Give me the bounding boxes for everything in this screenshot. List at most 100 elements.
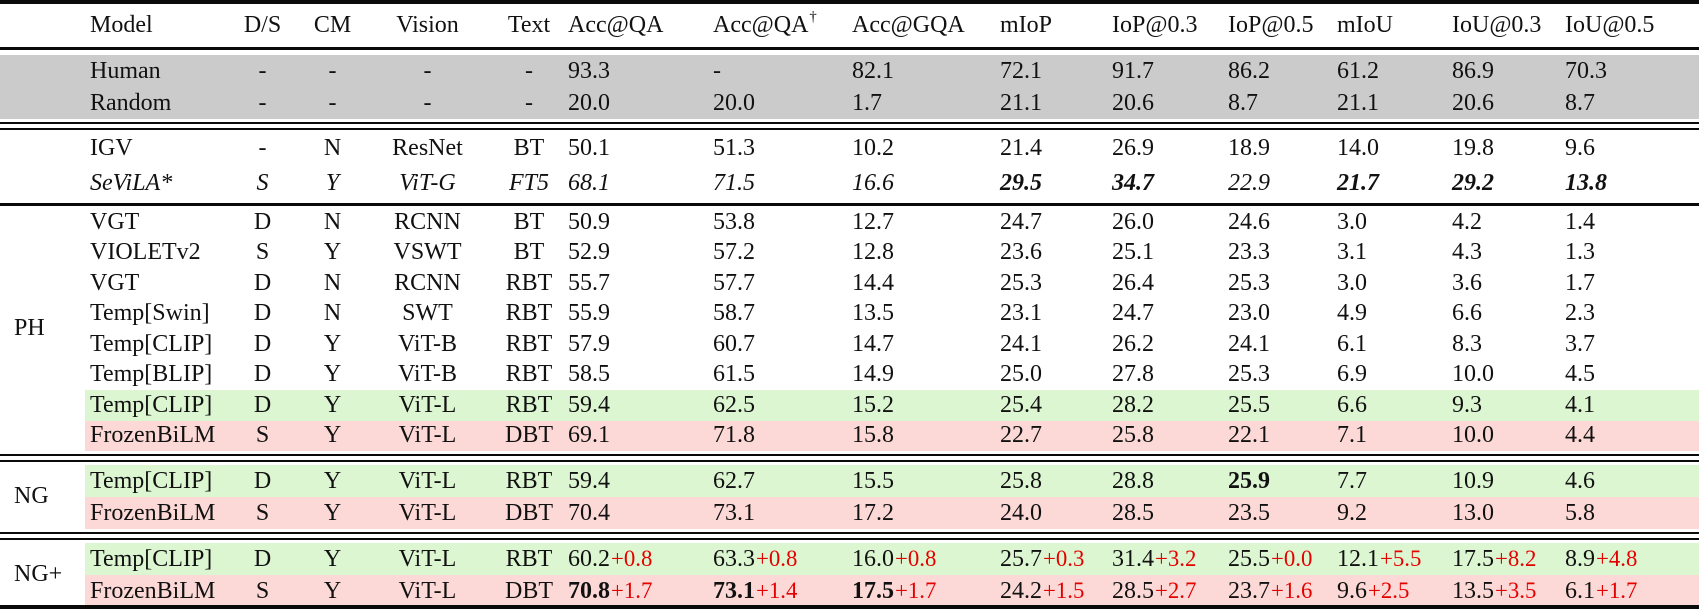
table-cell: 24.0: [1000, 497, 1112, 529]
delta-value: +2.5: [1368, 578, 1410, 603]
delta-value: +1.7: [1596, 578, 1638, 603]
table-cell: ViT-L: [365, 420, 490, 451]
table-cell: RBT: [505, 361, 553, 388]
table-cell: -: [423, 57, 432, 84]
table-cell: 24.1: [1000, 330, 1042, 357]
table-cell: D: [225, 390, 300, 421]
group-column-spacer: [0, 420, 85, 451]
table-cell: 62.5: [713, 390, 852, 421]
table-cell: Temp[CLIP]: [85, 465, 225, 497]
table-row: IGV - N ResNet BT 50.1 51.3 10.2 21.4 26.9 18.9 14.…: [0, 131, 1699, 166]
horizontal-double-rule: [0, 532, 1699, 540]
table-cell: 58.7: [713, 300, 755, 327]
delta-value: +1.7: [895, 578, 937, 603]
table-row: Random - - - - 20.0 20.0 1.7 21.1 20.6 8.7 21.1 20.6…: [0, 87, 1699, 119]
table-cell: 15.2: [852, 390, 1000, 421]
table-row: Temp[Swin] D N SWT RBT 55.9 58.7 13.5 23.1 24.7 23…: [0, 299, 1699, 330]
table-cell: 13.5: [852, 300, 894, 327]
delta-value: +5.5: [1380, 546, 1422, 571]
table-cell: RBT: [490, 390, 568, 421]
table-cell: D: [225, 465, 300, 497]
table-cell: 12.1 +5.5: [1337, 543, 1452, 575]
table-cell: Y: [323, 361, 342, 388]
table-cell: 12.7: [852, 208, 894, 235]
table-cell: 26.9: [1112, 135, 1154, 161]
table-cell: 9.6 +2.5: [1337, 575, 1452, 605]
table-cell: 20.6: [1452, 89, 1494, 116]
table-cell: ViT-L: [365, 390, 490, 421]
table-cell: RCNN: [394, 269, 461, 296]
horizontal-double-rule: [0, 122, 1699, 130]
table-cell: 23.6: [1000, 239, 1042, 266]
table-cell: 6.6: [1452, 300, 1482, 327]
section-ng: Temp[CLIP] D Y ViT-L RBT 59.4 62.7 15.5 25.8 28.8…: [0, 463, 1699, 529]
table-cell: 53.8: [713, 208, 755, 235]
table-cell: S: [256, 170, 269, 196]
table-cell: 14.9: [852, 361, 894, 388]
table-cell: 6.6: [1337, 390, 1452, 421]
table-cell: 15.8: [852, 420, 1000, 451]
group-column-spacer: [0, 55, 85, 87]
table-cell: FrozenBiLM: [85, 575, 225, 605]
table-header-row: Model D/S CM Vision Text Acc@QA Acc@QA † Acc@GQA…: [0, 4, 1699, 50]
table-cell: 3.7: [1565, 330, 1595, 357]
table-cell: -: [258, 135, 267, 161]
table-cell: 4.1: [1565, 390, 1699, 421]
table-row: FrozenBiLM S Y ViT-L DBT 70.8 +1.7 73.1 +1.4 17.5…: [0, 575, 1699, 605]
table-cell: 31.4 +3.2: [1112, 543, 1228, 575]
table-cell: 24.6: [1228, 208, 1270, 235]
table-cell: 51.3: [713, 135, 755, 161]
table-cell: 29.2: [1452, 170, 1494, 196]
table-cell: 15.5: [852, 465, 1000, 497]
table-cell: 28.5 +2.7: [1112, 575, 1228, 605]
table-cell: 13.0: [1452, 497, 1565, 529]
table-cell: -: [328, 89, 337, 116]
table-cell: Y: [300, 390, 365, 421]
table-cell: 21.1: [1000, 89, 1042, 116]
table-cell: 26.2: [1112, 330, 1154, 357]
table-cell: 3.0: [1337, 269, 1367, 296]
table-cell: 25.3: [1228, 361, 1270, 388]
table-cell: N: [323, 300, 342, 327]
table-cell: Y: [323, 330, 342, 357]
table-cell: D: [253, 330, 272, 357]
table-cell: 1.3: [1565, 239, 1595, 266]
table-cell: 6.9: [1337, 361, 1367, 388]
table-cell: 50.1: [568, 135, 610, 161]
table-cell: 7.1: [1337, 420, 1452, 451]
table-cell: 68.1: [568, 170, 610, 196]
table-cell: N: [323, 135, 342, 161]
table-cell: 73.1: [713, 497, 852, 529]
table-cell: 61.5: [713, 361, 755, 388]
table-cell: 60.7: [713, 330, 755, 357]
table-cell: VGT: [90, 269, 140, 296]
table-cell: 25.0: [1000, 361, 1042, 388]
table-cell: 4.9: [1337, 300, 1367, 327]
column-header-acc-qa: Acc@QA †: [713, 4, 852, 47]
delta-value: +1.7: [611, 578, 653, 603]
group-column-spacer: [0, 166, 85, 201]
table-cell: 61.2: [1337, 57, 1379, 84]
table-cell: S: [255, 239, 270, 266]
table-cell: 24.7: [1000, 208, 1042, 235]
column-header-text: Text: [490, 4, 568, 47]
column-header-cm: CM: [300, 4, 365, 47]
delta-value: +0.3: [1043, 546, 1085, 571]
table-cell: 59.4: [568, 465, 713, 497]
table-cell: RBT: [505, 300, 553, 327]
table-cell: 16.6: [852, 170, 894, 196]
table-cell: 7.7: [1337, 465, 1452, 497]
table-cell: 24.1: [1228, 330, 1270, 357]
table-row: Temp[CLIP] D Y ViT-B RBT 57.9 60.7 14.7 24.1 26.2…: [0, 329, 1699, 360]
group-column-spacer: [0, 87, 85, 119]
table-cell: RBT: [490, 543, 568, 575]
table-row: Temp[BLIP] D Y ViT-B RBT 58.5 61.5 14.9 25.0 27.8…: [0, 360, 1699, 391]
section-ph: VGT D N RCNN BT 50.9 53.8 12.7 24.7 26.0 24.6 3.0 4.…: [0, 206, 1699, 451]
table-cell: 57.7: [713, 269, 755, 296]
table-cell: 27.8: [1112, 361, 1154, 388]
table-cell: 93.3: [568, 57, 610, 84]
table-cell: 3.0: [1337, 208, 1367, 235]
table-cell: 17.5 +8.2: [1452, 543, 1565, 575]
table-cell: 62.7: [713, 465, 852, 497]
table-cell: 12.8: [852, 239, 894, 266]
